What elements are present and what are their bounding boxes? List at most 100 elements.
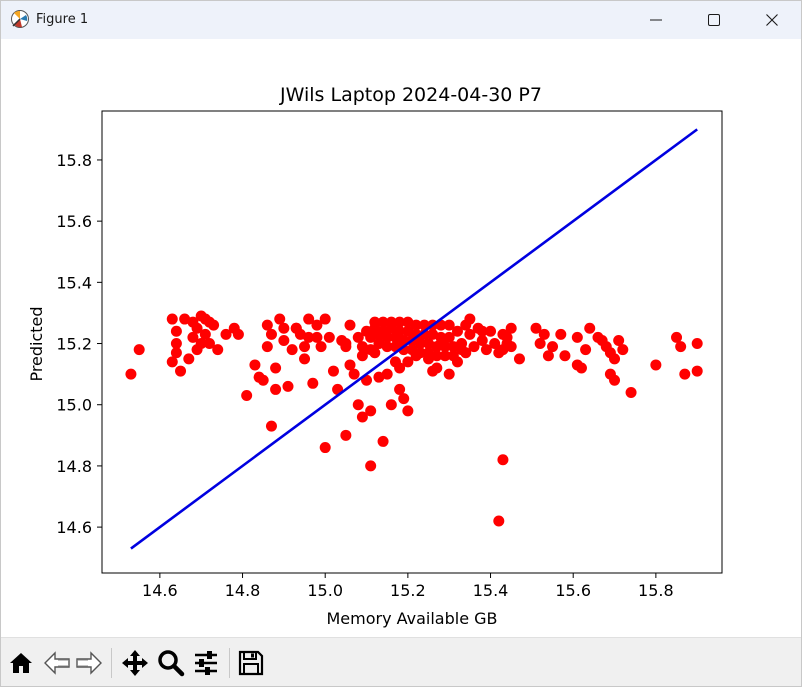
title-bar: Figure 1 [1, 1, 801, 39]
data-point [468, 341, 480, 353]
data-point [191, 322, 203, 334]
data-point [671, 331, 683, 343]
data-point [257, 374, 269, 386]
back-button[interactable] [41, 647, 73, 679]
data-point [451, 325, 463, 337]
data-point [497, 344, 509, 356]
data-point [476, 325, 488, 337]
data-point [377, 316, 389, 328]
data-point [427, 365, 439, 377]
data-point [365, 405, 377, 417]
data-point [505, 322, 517, 334]
data-point [460, 319, 472, 331]
data-point [394, 316, 406, 328]
data-point [170, 338, 182, 350]
data-point [476, 334, 488, 346]
data-point [493, 515, 505, 527]
y-tick-label: 15.6 [56, 212, 92, 231]
data-point [125, 368, 137, 380]
data-point [170, 325, 182, 337]
data-point [249, 359, 261, 371]
data-point [208, 319, 220, 331]
zoom-button[interactable] [155, 647, 187, 679]
data-point [365, 331, 377, 343]
data-point [410, 319, 422, 331]
data-point [319, 442, 331, 454]
data-point [443, 331, 455, 343]
data-point [265, 328, 277, 340]
data-point [195, 338, 207, 350]
toolbar-separator [111, 648, 112, 678]
data-point [270, 383, 282, 395]
data-point [179, 313, 191, 325]
data-point [385, 399, 397, 411]
save-button[interactable] [235, 647, 267, 679]
close-icon [766, 14, 778, 26]
data-point [133, 344, 145, 356]
data-point [166, 313, 178, 325]
data-point [265, 420, 277, 432]
y-tick-label: 15.8 [56, 151, 92, 170]
data-point [352, 399, 364, 411]
data-point [423, 353, 435, 365]
toolbar-separator [229, 648, 230, 678]
y-tick-label: 15.4 [56, 273, 92, 292]
data-point [303, 331, 315, 343]
maximize-icon [708, 14, 720, 26]
data-point [369, 347, 381, 359]
sliders-icon [195, 651, 217, 675]
close-button[interactable] [743, 1, 801, 39]
forward-button[interactable] [73, 647, 105, 679]
data-point [547, 341, 559, 353]
data-point [485, 325, 497, 337]
data-point [261, 319, 273, 331]
maximize-button[interactable] [685, 1, 743, 39]
data-point [580, 344, 592, 356]
data-point [456, 344, 468, 356]
data-point [166, 356, 178, 368]
data-point [381, 341, 393, 353]
y-tick-label: 15.2 [56, 335, 92, 354]
chart-title: JWils Laptop 2024-04-30 P7 [279, 84, 542, 106]
data-point [398, 393, 410, 405]
minimize-button[interactable] [627, 1, 685, 39]
data-point [501, 331, 513, 343]
data-point [199, 328, 211, 340]
move-icon [122, 650, 148, 676]
data-point [402, 405, 414, 417]
data-point [534, 338, 546, 350]
data-point [691, 365, 703, 377]
data-point [303, 313, 315, 325]
forward-arrow-icon [76, 651, 102, 675]
data-point [650, 359, 662, 371]
y-tick-label: 14.8 [56, 457, 92, 476]
pan-button[interactable] [119, 647, 151, 679]
data-point [241, 390, 253, 402]
data-point [538, 328, 550, 340]
data-point [559, 350, 571, 362]
data-point [381, 368, 393, 380]
data-point [542, 350, 554, 362]
magnifier-icon [158, 650, 185, 677]
data-point [319, 313, 331, 325]
data-point [274, 313, 286, 325]
data-point [431, 350, 443, 362]
data-point [575, 362, 587, 374]
data-point [505, 341, 517, 353]
data-point [613, 334, 625, 346]
data-point [183, 353, 195, 365]
plot-canvas[interactable]: JWils Laptop 2024-04-30 P7 14.6 14.8 15.0 1… [1, 39, 801, 637]
data-point [679, 368, 691, 380]
data-point [356, 350, 368, 362]
data-point [410, 328, 422, 340]
configure-subplots-button[interactable] [190, 647, 222, 679]
data-point [340, 338, 352, 350]
y-tick-label: 15.0 [56, 396, 92, 415]
data-point [513, 353, 525, 365]
data-point [398, 344, 410, 356]
data-point [423, 338, 435, 350]
data-point [290, 322, 302, 334]
home-button[interactable] [5, 647, 37, 679]
data-point [344, 319, 356, 331]
data-point [443, 368, 455, 380]
